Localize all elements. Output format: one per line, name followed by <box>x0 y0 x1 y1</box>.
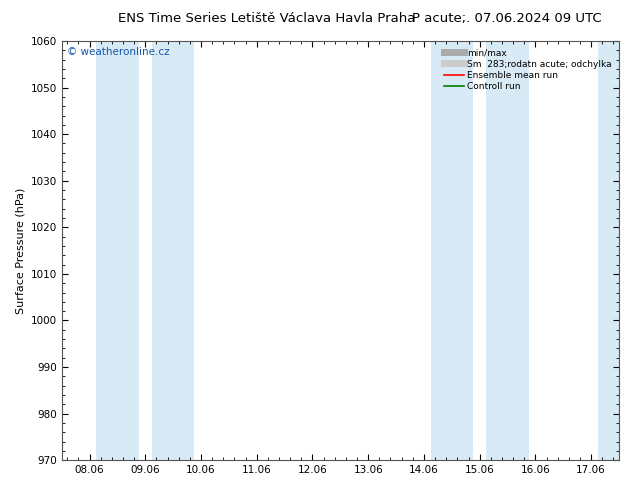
Text: ENS Time Series Letiště Václava Havla Praha: ENS Time Series Letiště Václava Havla Pr… <box>117 12 415 25</box>
Bar <box>430 41 473 460</box>
Bar <box>598 41 634 460</box>
Bar <box>152 41 194 460</box>
Text: © weatheronline.cz: © weatheronline.cz <box>67 48 170 57</box>
Bar <box>96 41 139 460</box>
Bar <box>486 41 529 460</box>
Text: P acute;. 07.06.2024 09 UTC: P acute;. 07.06.2024 09 UTC <box>412 12 602 25</box>
Legend: min/max, Sm  283;rodatn acute; odchylka, Ensemble mean run, Controll run: min/max, Sm 283;rodatn acute; odchylka, … <box>441 46 614 94</box>
Y-axis label: Surface Pressure (hPa): Surface Pressure (hPa) <box>15 187 25 314</box>
